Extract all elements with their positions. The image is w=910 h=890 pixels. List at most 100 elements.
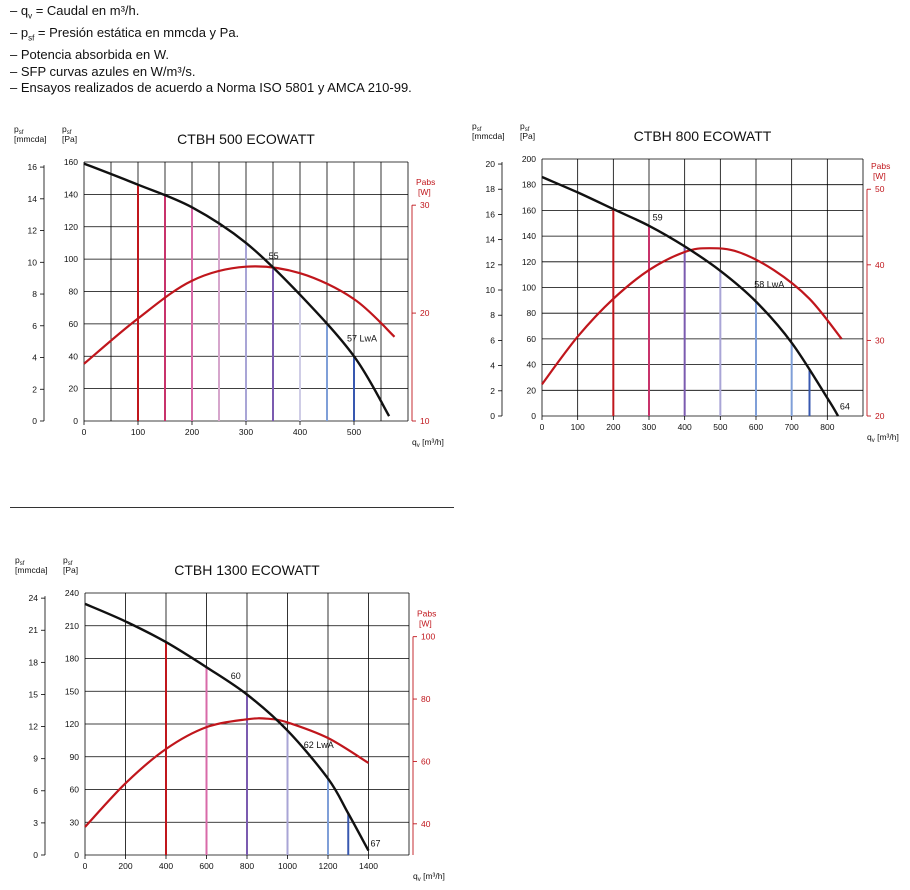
y-tick-label-pa: 60 [527, 334, 537, 344]
y-tick-label-mmcda: 15 [29, 689, 39, 699]
y-tick-label-pa: 160 [64, 157, 78, 167]
y-tick-label-pa: 20 [527, 385, 537, 395]
y-tick-label-mmcda: 18 [29, 657, 39, 667]
power-curve [84, 717, 370, 828]
y-tick-label-mmcda: 10 [28, 257, 38, 267]
chart-title: CTBH 1300 ECOWATT [174, 562, 320, 578]
y-tick-label-pa: 80 [69, 287, 79, 297]
y-tick-label-pa: 140 [522, 231, 536, 241]
legend-line-pressure: – psf = Presión estática en mmcda y Pa. [10, 25, 240, 43]
noise-level-label: 67 [371, 838, 381, 848]
y-tick-label-mmcda: 0 [33, 850, 38, 860]
y-tick-label-mmcda: 20 [486, 159, 496, 169]
x-tick-label: 800 [240, 861, 254, 871]
y-tick-label-power: 60 [421, 756, 431, 766]
x-tick-label: 300 [642, 422, 656, 432]
y-tick-label-mmcda: 8 [490, 310, 495, 320]
noise-level-label: 58 LwA [754, 280, 784, 290]
y-tick-label-pa: 40 [527, 360, 537, 370]
y-tick-label-power: 20 [875, 411, 885, 421]
pressure-curve [83, 162, 391, 417]
y-tick-label-mmcda: 24 [29, 593, 39, 603]
y-tick-label-pa: 180 [522, 180, 536, 190]
y-tick-label-mmcda: 2 [32, 384, 37, 394]
y-axis-pa-unit: [Pa] [62, 134, 77, 144]
y-tick-label-mmcda: 16 [28, 162, 38, 172]
x-tick-label: 100 [571, 422, 585, 432]
y-tick-label-mmcda: 8 [32, 289, 37, 299]
chart-title: CTBH 500 ECOWATT [177, 131, 315, 147]
legend-line-power: – Potencia absorbida en W. [10, 47, 169, 63]
y-tick-label-power: 30 [875, 335, 885, 345]
y-tick-label-pa: 100 [522, 283, 536, 293]
y-axis-power-label: Pabs [871, 161, 890, 171]
y-tick-label-pa: 140 [64, 189, 78, 199]
y-tick-label-mmcda: 12 [28, 226, 38, 236]
noise-level-label: 62 LwA [304, 740, 334, 750]
y-tick-label-pa: 100 [64, 254, 78, 264]
x-tick-label: 600 [199, 861, 213, 871]
y-tick-label-mmcda: 14 [486, 235, 496, 245]
x-tick-label: 300 [239, 427, 253, 437]
y-axis-pa-label: psf [62, 124, 72, 136]
y-tick-label-power: 100 [421, 632, 435, 642]
y-tick-label-power: 80 [421, 694, 431, 704]
y-axis-power-unit: [W] [873, 171, 886, 181]
y-tick-label-mmcda: 21 [29, 625, 39, 635]
noise-level-label: 55 [269, 251, 279, 261]
y-tick-label-mmcda: 6 [33, 786, 38, 796]
section-divider [10, 507, 454, 508]
y-tick-label-power: 10 [420, 416, 430, 426]
x-tick-label: 500 [347, 427, 361, 437]
y-axis-pa-label: psf [520, 121, 530, 133]
y-tick-label-mmcda: 0 [32, 416, 37, 426]
legend-line-sfp: – SFP curvas azules en W/m³/s. [10, 63, 196, 79]
y-tick-label-pa: 210 [65, 621, 79, 631]
x-tick-label: 0 [540, 422, 545, 432]
y-tick-label-pa: 0 [74, 850, 79, 860]
y-tick-label-pa: 60 [70, 785, 80, 795]
legend-line-standards: – Ensayos realizados de acuerdo a Norma … [10, 80, 412, 96]
y-tick-label-mmcda: 18 [486, 184, 496, 194]
noise-level-label: 64 [840, 402, 850, 412]
y-axis-power-label: Pabs [417, 609, 436, 619]
y-tick-label-power: 40 [875, 260, 885, 270]
y-tick-label-pa: 40 [69, 351, 79, 361]
x-tick-label: 1000 [278, 861, 297, 871]
y-tick-label-pa: 120 [64, 222, 78, 232]
y-tick-label-mmcda: 14 [28, 194, 38, 204]
y-tick-label-mmcda: 2 [490, 386, 495, 396]
y-tick-label-power: 50 [875, 184, 885, 194]
noise-level-label: 60 [231, 671, 241, 681]
y-tick-label-mmcda: 12 [486, 260, 496, 270]
y-tick-label-power: 20 [420, 308, 430, 318]
y-axis-power-unit: [W] [418, 187, 431, 197]
noise-level-label: 57 LwA [347, 334, 377, 344]
pressure-curve [84, 602, 370, 852]
x-tick-label: 200 [118, 861, 132, 871]
x-tick-label: 400 [159, 861, 173, 871]
y-tick-label-mmcda: 12 [29, 722, 39, 732]
chart-ctbh-800: CTBH 800 ECOWATTpsf[mmcda]psf[Pa]0204060… [472, 121, 899, 444]
y-tick-label-pa: 120 [65, 719, 79, 729]
x-tick-label: 400 [293, 427, 307, 437]
y-tick-label-pa: 60 [69, 319, 79, 329]
x-axis-label: qv [m³/h] [413, 871, 445, 883]
x-axis-label: qv [m³/h] [867, 432, 899, 444]
chart-ctbh-1300: CTBH 1300 ECOWATTpsf[mmcda]psf[Pa]030609… [15, 555, 445, 883]
y-tick-label-pa: 0 [531, 411, 536, 421]
y-tick-label-mmcda: 6 [490, 335, 495, 345]
x-tick-label: 200 [185, 427, 199, 437]
x-tick-label: 600 [749, 422, 763, 432]
y-tick-label-mmcda: 4 [32, 353, 37, 363]
y-axis-pa-unit: [Pa] [63, 565, 78, 575]
y-tick-label-pa: 120 [522, 257, 536, 267]
legend-line-flow: – qv = Caudal en m³/h. [10, 3, 140, 21]
x-tick-label: 100 [131, 427, 145, 437]
y-tick-label-pa: 20 [69, 384, 79, 394]
y-axis-power-unit: [W] [419, 619, 432, 629]
y-tick-label-mmcda: 9 [33, 754, 38, 764]
x-tick-label: 200 [606, 422, 620, 432]
y-tick-label-pa: 150 [65, 686, 79, 696]
y-axis-pa-label: psf [63, 555, 73, 567]
